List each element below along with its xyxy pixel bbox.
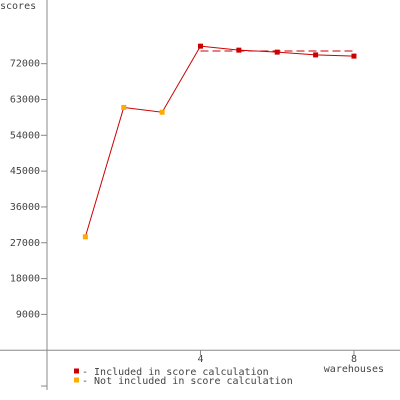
y-tick-label: 9000 <box>16 309 40 320</box>
y-tick-label: 72000 <box>10 59 40 70</box>
legend-swatch <box>74 368 79 374</box>
legend-label: - Not included in score calculation <box>82 376 293 387</box>
y-tick-label: 27000 <box>10 238 40 249</box>
data-point <box>236 47 242 53</box>
y-tick-label: 63000 <box>10 94 40 105</box>
x-tick-label: 8 <box>351 354 357 365</box>
y-tick-label: 45000 <box>10 166 40 177</box>
y-axis-label: scores <box>0 1 36 12</box>
series-line <box>84 45 354 237</box>
y-tick-label: 54000 <box>10 130 40 141</box>
data-point <box>82 234 88 240</box>
legend-label: - Included in score calculation <box>82 367 269 378</box>
data-point <box>197 43 203 49</box>
x-tick-label: 4 <box>197 354 203 365</box>
data-point <box>351 53 357 59</box>
y-tick-label: 18000 <box>10 274 40 285</box>
data-point <box>121 104 127 110</box>
y-tick-label: 36000 <box>10 202 40 213</box>
x-axis-label: warehouses <box>324 364 384 375</box>
data-point <box>159 109 165 115</box>
legend-swatch <box>74 377 79 383</box>
data-point <box>313 52 319 58</box>
data-point <box>274 49 280 55</box>
